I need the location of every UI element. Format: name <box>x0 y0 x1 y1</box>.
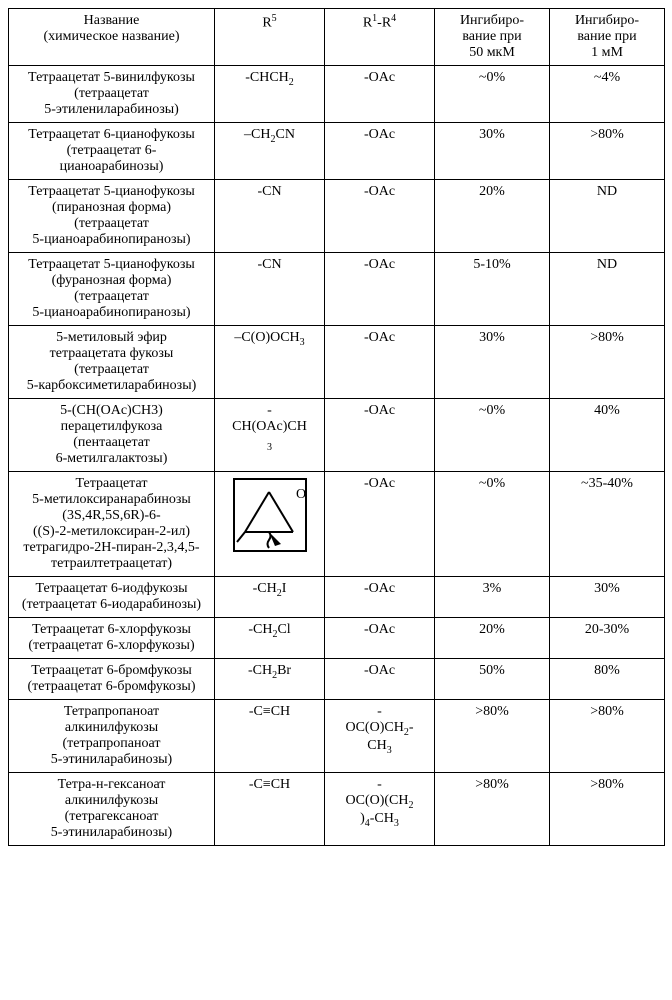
cell-i1: 30% <box>550 577 665 618</box>
compound-table: Название (химическое название) R5 R1-R4 … <box>8 8 665 846</box>
col-inhib50: Ингибиро- вание при 50 мкМ <box>435 9 550 66</box>
cell-i1: >80% <box>550 326 665 399</box>
cell-r1r4: -OAc <box>325 326 435 399</box>
cell-i1: 80% <box>550 659 665 700</box>
svg-text:O: O <box>296 487 306 502</box>
cell-r5: -C≡CH <box>215 773 325 846</box>
cell-i1: ~4% <box>550 66 665 123</box>
cell-i1: 40% <box>550 399 665 472</box>
cell-i50: 20% <box>435 618 550 659</box>
table-row: 5-метиловый эфир тетраацетата фукозы (те… <box>9 326 665 399</box>
table-row: Тетрапропаноат алкинилфукозы (тетрапропа… <box>9 700 665 773</box>
cell-r5: -CN <box>215 253 325 326</box>
table-row: Тетраацетат 6-хлорфукозы (тетраацетат 6-… <box>9 618 665 659</box>
cell-r5: –CH2CN <box>215 123 325 180</box>
cell-i1: ND <box>550 180 665 253</box>
cell-i50: 20% <box>435 180 550 253</box>
table-row: Тетраацетат 5-цианофукозы (пиранозная фо… <box>9 180 665 253</box>
cell-r1r4: - OC(O)CH2- CH3 <box>325 700 435 773</box>
cell-i50: 30% <box>435 326 550 399</box>
cell-r5: -CH2Br <box>215 659 325 700</box>
cell-r5: O <box>215 472 325 577</box>
cell-r5: - CH(OAc)CH 3 <box>215 399 325 472</box>
table-row: Тетра-н-гексаноат алкинилфукозы (тетраге… <box>9 773 665 846</box>
col-inhib1: Ингибиро- вание при 1 мМ <box>550 9 665 66</box>
col-r1r4: R1-R4 <box>325 9 435 66</box>
cell-r1r4: - OC(O)(CH2 )4-CH3 <box>325 773 435 846</box>
cell-i50: 5-10% <box>435 253 550 326</box>
cell-r5: -CN <box>215 180 325 253</box>
epoxide-structure-icon: O <box>231 476 309 559</box>
cell-r5: –C(O)OCH3 <box>215 326 325 399</box>
cell-name: Тетраацетат 5-цианофукозы (пиранозная фо… <box>9 180 215 253</box>
cell-i50: 50% <box>435 659 550 700</box>
header-row: Название (химическое название) R5 R1-R4 … <box>9 9 665 66</box>
cell-r1r4: -OAc <box>325 618 435 659</box>
cell-r5: -CHCH2 <box>215 66 325 123</box>
cell-name: Тетра-н-гексаноат алкинилфукозы (тетраге… <box>9 773 215 846</box>
cell-i50: ~0% <box>435 399 550 472</box>
cell-name: Тетраацетат 6-иодфукозы (тетраацетат 6-и… <box>9 577 215 618</box>
cell-i50: ~0% <box>435 66 550 123</box>
cell-i1: >80% <box>550 700 665 773</box>
table-row: Тетраацетат 5-цианофукозы (фуранозная фо… <box>9 253 665 326</box>
cell-name: 5-метиловый эфир тетраацетата фукозы (те… <box>9 326 215 399</box>
table-body: Тетраацетат 5-винилфукозы (тетраацетат 5… <box>9 66 665 846</box>
cell-i50: 3% <box>435 577 550 618</box>
cell-r1r4: -OAc <box>325 180 435 253</box>
cell-i1: >80% <box>550 123 665 180</box>
cell-r1r4: -OAc <box>325 472 435 577</box>
table-row: Тетраацетат 6-цианофукозы (тетраацетат 6… <box>9 123 665 180</box>
table-row: Тетраацетат 5-винилфукозы (тетраацетат 5… <box>9 66 665 123</box>
cell-r1r4: -OAc <box>325 577 435 618</box>
cell-r1r4: -OAc <box>325 66 435 123</box>
cell-i50: >80% <box>435 700 550 773</box>
cell-name: Тетраацетат 5-винилфукозы (тетраацетат 5… <box>9 66 215 123</box>
cell-r1r4: -OAc <box>325 659 435 700</box>
table-row: 5-(CH(OAc)CH3) перацетилфукоза (пентааце… <box>9 399 665 472</box>
cell-i50: ~0% <box>435 472 550 577</box>
cell-name: Тетраацетат 6-цианофукозы (тетраацетат 6… <box>9 123 215 180</box>
cell-i1: ND <box>550 253 665 326</box>
col-r5: R5 <box>215 9 325 66</box>
cell-r1r4: -OAc <box>325 399 435 472</box>
cell-i1: >80% <box>550 773 665 846</box>
cell-name: Тетрапропаноат алкинилфукозы (тетрапропа… <box>9 700 215 773</box>
cell-i50: 30% <box>435 123 550 180</box>
cell-r5: -CH2Cl <box>215 618 325 659</box>
table-row: Тетраацетат 6-иодфукозы (тетраацетат 6-и… <box>9 577 665 618</box>
table-row: Тетраацетат 5-метилоксиранарабинозы (3S,… <box>9 472 665 577</box>
header-name-l1: Название (химическое название) <box>43 13 179 44</box>
cell-r5: -C≡CH <box>215 700 325 773</box>
cell-name: Тетраацетат 6-бромфукозы (тетраацетат 6-… <box>9 659 215 700</box>
cell-name: 5-(CH(OAc)CH3) перацетилфукоза (пентааце… <box>9 399 215 472</box>
col-name: Название (химическое название) <box>9 9 215 66</box>
cell-name: Тетраацетат 5-метилоксиранарабинозы (3S,… <box>9 472 215 577</box>
cell-i50: >80% <box>435 773 550 846</box>
cell-i1: 20-30% <box>550 618 665 659</box>
cell-name: Тетраацетат 6-хлорфукозы (тетраацетат 6-… <box>9 618 215 659</box>
cell-r1r4: -OAc <box>325 123 435 180</box>
cell-i1: ~35-40% <box>550 472 665 577</box>
cell-name: Тетраацетат 5-цианофукозы (фуранозная фо… <box>9 253 215 326</box>
cell-r5: -CH2I <box>215 577 325 618</box>
table-row: Тетраацетат 6-бромфукозы (тетраацетат 6-… <box>9 659 665 700</box>
cell-r1r4: -OAc <box>325 253 435 326</box>
